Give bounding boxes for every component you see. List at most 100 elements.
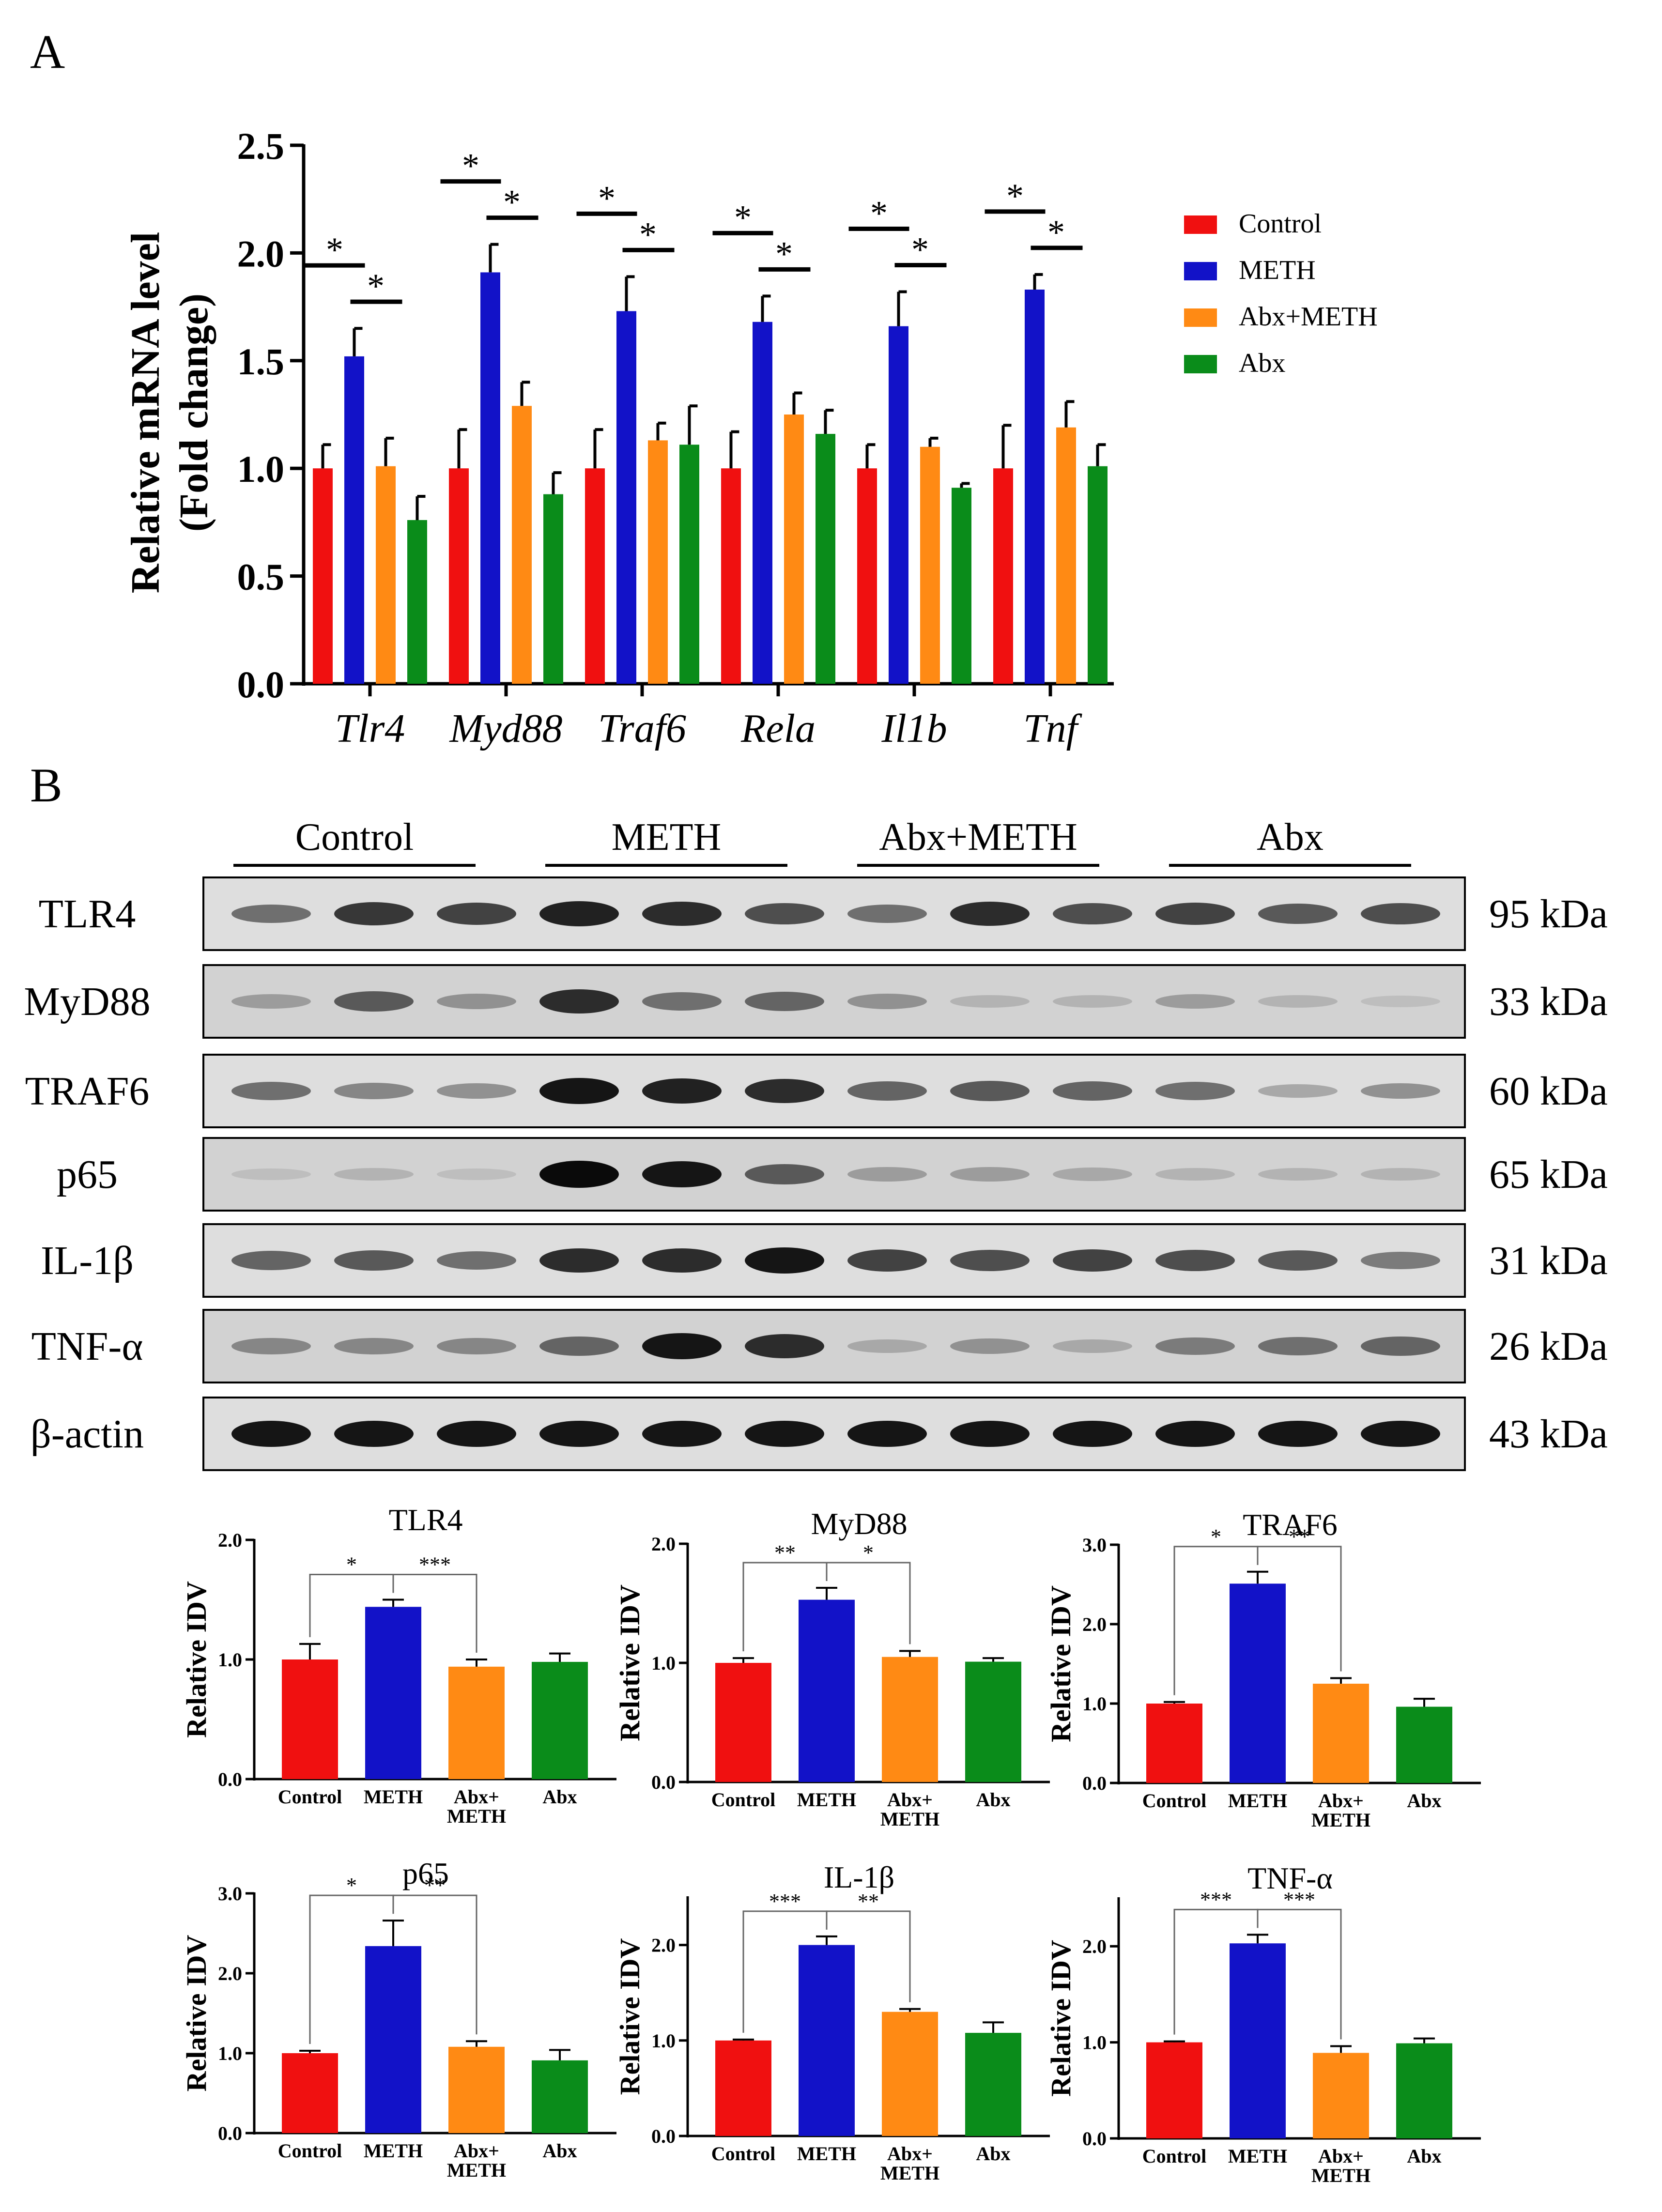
blot-protein-label: MyD88 — [24, 979, 150, 1024]
blot-band — [745, 1164, 824, 1184]
mrna-x-tick-label-rela: Rela — [740, 706, 816, 751]
blot-band — [847, 905, 927, 923]
mrna-bar-tnf-abx — [1088, 466, 1108, 684]
idv-x-label: METH — [797, 1789, 856, 1811]
blot-band — [539, 989, 619, 1014]
mrna-bar-rela-abx — [816, 434, 835, 684]
idv-sig-bracket — [1257, 1546, 1342, 1672]
idv-chart-title: TNF-α — [1247, 1861, 1333, 1895]
idv-chart-title: TLR4 — [389, 1503, 463, 1537]
idv-x-label: Abx+ — [1318, 2145, 1364, 2167]
mrna-bar-myd88-control — [449, 468, 469, 684]
idv-x-label: METH — [447, 1805, 506, 1827]
blot-strip-p65 — [202, 1137, 1466, 1212]
idv-x-label: Control — [1142, 2145, 1207, 2167]
idv-bar-abx — [532, 2060, 588, 2133]
blot-protein-label: TNF-α — [31, 1324, 143, 1369]
blot-band — [950, 1421, 1030, 1447]
mrna-y-tick-label: 0.0 — [237, 663, 285, 706]
idv-y-tick-label: 1.0 — [1082, 2032, 1107, 2054]
legend-label-abx-meth: Abx+METH — [1239, 302, 1378, 332]
mrna-bar-rela-control — [721, 468, 741, 684]
blot-band — [1258, 1084, 1338, 1098]
idv-x-label: METH — [447, 2159, 506, 2181]
idv-bar-abx — [532, 1661, 588, 1779]
idv-bar-abx-meth — [882, 2012, 938, 2136]
panel-label-a: A — [30, 25, 65, 78]
blot-band — [334, 1421, 414, 1447]
mrna-sig-star: * — [870, 194, 888, 232]
idv-bar-meth — [799, 1945, 855, 2136]
idv-x-label: Abx — [542, 2140, 577, 2162]
blot-band — [1155, 1250, 1235, 1271]
mrna-y-label: Relative mRNA level(Fold change) — [123, 232, 216, 593]
blot-band — [950, 1167, 1030, 1182]
blot-band — [231, 1338, 311, 1354]
idv-bar-meth — [365, 1946, 421, 2133]
blot-band — [231, 1251, 311, 1270]
mrna-sig-star: * — [639, 215, 657, 254]
idv-bar-control — [715, 1663, 771, 1782]
blot-band — [950, 995, 1030, 1008]
idv-y-label: Relative IDV — [1045, 1940, 1077, 2097]
idv-sig-bracket — [392, 1894, 477, 2035]
idv-bar-meth — [365, 1607, 421, 1779]
mrna-bar-rela-meth — [753, 322, 772, 684]
idv-sig-star: ** — [424, 1874, 446, 1897]
idv-x-label: METH — [880, 1808, 939, 1830]
blot-band — [231, 1168, 311, 1180]
blot-band — [642, 1161, 722, 1187]
blot-band — [437, 1251, 516, 1270]
idv-y-tick-label: 2.0 — [651, 1533, 676, 1555]
blot-band — [1053, 903, 1132, 924]
idv-bar-abx-meth — [1313, 2053, 1369, 2138]
blot-band — [437, 1083, 516, 1099]
legend-swatch-abx-meth — [1184, 308, 1217, 327]
idv-bar-abx-meth — [448, 1666, 505, 1779]
mrna-y-tick-label: 2.5 — [237, 125, 285, 167]
idv-bar-abx-meth — [882, 1657, 938, 1782]
idv-y-label: Relative IDV — [181, 1581, 212, 1738]
blot-strip-il-1β — [202, 1223, 1466, 1298]
mrna-x-tick-label-tlr4: Tlr4 — [335, 706, 405, 751]
legend-label-abx: Abx — [1239, 348, 1285, 378]
idv-y-tick-label: 2.0 — [218, 1963, 242, 1984]
idv-chart-title: TRAF6 — [1243, 1507, 1338, 1542]
blot-band — [334, 1250, 414, 1271]
mrna-bar-myd88-meth — [480, 272, 500, 684]
idv-x-label: Abx+ — [1318, 1790, 1364, 1812]
blot-band — [437, 1338, 516, 1354]
idv-x-label: METH — [1228, 1790, 1287, 1812]
blot-group-label-abx-meth: Abx+METH — [879, 816, 1077, 859]
blot-band — [1053, 1167, 1132, 1181]
mrna-bar-tlr4-control — [313, 468, 333, 684]
blot-protein-label: TRAF6 — [25, 1069, 150, 1114]
idv-x-label: Control — [711, 2143, 776, 2165]
mrna-y-tick-label: 1.0 — [237, 448, 285, 490]
mrna-legend: Control METH Abx+METH Abx — [1184, 209, 1378, 378]
idv-bar-meth — [1230, 1943, 1286, 2138]
blot-band — [1361, 996, 1440, 1007]
blot-band — [1155, 1421, 1235, 1447]
mrna-bar-tlr4-abx — [407, 520, 427, 684]
idv-bar-control — [282, 1659, 338, 1779]
blot-band — [1155, 994, 1235, 1009]
mrna-x-tick-label-tnf: Tnf — [1023, 706, 1083, 751]
blot-band — [1053, 1339, 1132, 1353]
blot-band — [950, 902, 1030, 926]
blot-band — [1258, 904, 1338, 924]
blot-band — [642, 1333, 722, 1359]
blot-band — [1053, 995, 1132, 1008]
idv-sig-star: *** — [1283, 1888, 1315, 1911]
blot-band — [1258, 1250, 1338, 1271]
idv-x-label: METH — [1311, 1809, 1370, 1831]
idv-sig-star: *** — [419, 1553, 451, 1577]
mrna-y-tick-label: 1.5 — [237, 340, 285, 383]
idv-y-tick-label: 3.0 — [218, 1883, 242, 1905]
idv-bar-abx — [965, 2033, 1021, 2136]
blot-band — [539, 1336, 619, 1356]
blot-strip-traf6 — [202, 1054, 1466, 1128]
